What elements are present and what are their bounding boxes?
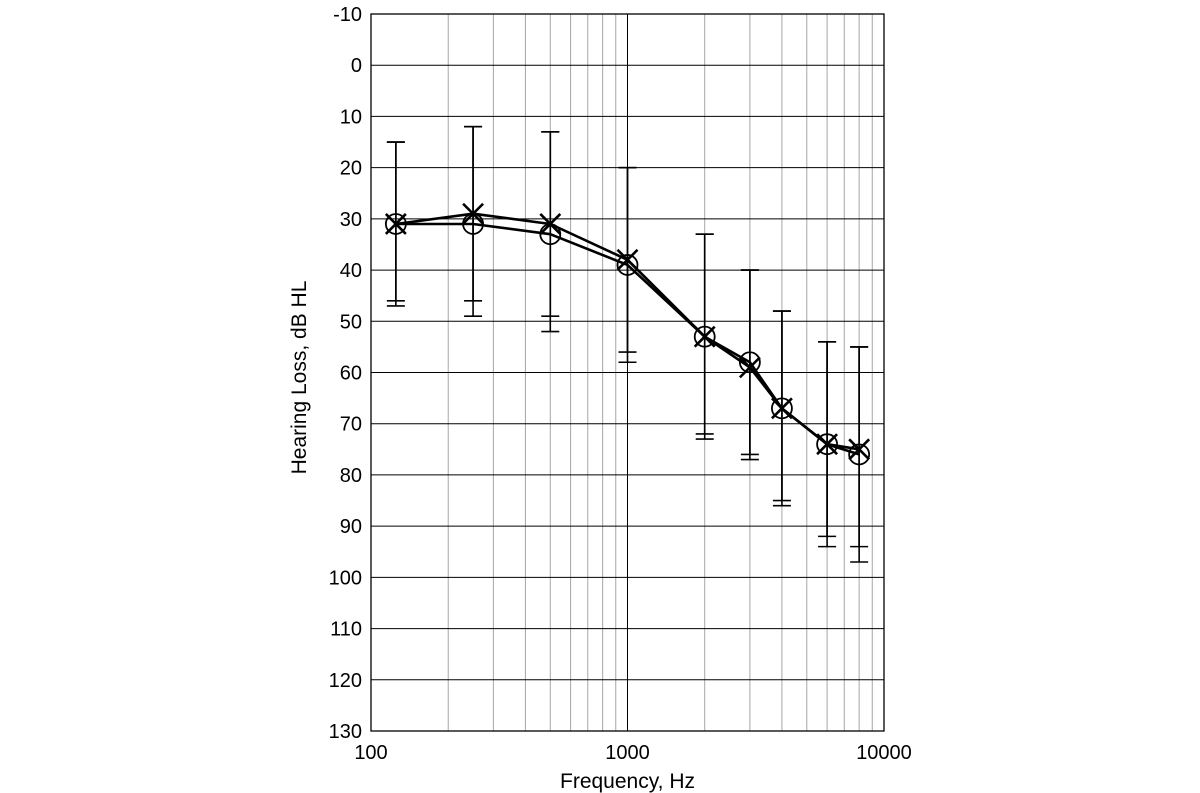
x-marker-stroke [848, 438, 871, 461]
x-tick-label: 100 [354, 742, 387, 764]
x-marker [616, 248, 639, 271]
x-marker [848, 438, 871, 461]
x-marker-stroke [693, 325, 716, 348]
x-marker [816, 433, 839, 456]
x-tick-label: 10000 [856, 742, 912, 764]
x-marker [693, 325, 716, 348]
y-tick-labels: -10 0 10 20 30 40 50 60 70 80 90 100 110 120 130 [329, 4, 362, 743]
plot-frame [370, 13, 885, 732]
y-tick-label: 60 [340, 363, 362, 385]
x-marker-stroke [738, 356, 761, 379]
x-marker [539, 213, 562, 235]
circle-marker [616, 254, 639, 276]
y-tick-label: 80 [340, 465, 362, 487]
x-axis-title: Frequency, Hz [560, 770, 695, 793]
x-marker [462, 202, 484, 225]
circle-marker [738, 351, 761, 374]
y-tick-label: 40 [340, 260, 362, 282]
circle-marker [771, 397, 793, 420]
y-tick-label: 110 [330, 619, 362, 641]
y-tick-label: -10 [333, 4, 362, 26]
circle-marker [693, 325, 716, 348]
x-marker [771, 397, 793, 420]
x-marker [384, 213, 407, 235]
y-tick-label: 120 [329, 670, 362, 692]
y-tick-label: 20 [340, 158, 362, 180]
y-tick-label: 10 [340, 106, 362, 128]
x-tick-label: 1000 [605, 742, 650, 764]
y-tick-label: 30 [340, 209, 362, 231]
x-marker-stroke [771, 397, 793, 420]
circle-marker [384, 213, 407, 235]
y-tick-label: 50 [340, 311, 362, 333]
x-marker-stroke [462, 202, 484, 225]
y-tick-label: 130 [329, 721, 362, 743]
x-tick-labels: 100 1000 10000 [354, 742, 912, 764]
x-marker-stroke [616, 248, 639, 271]
y-tick-label: 100 [329, 567, 362, 589]
y-axis-title: Hearing Loss, dB HL [288, 281, 311, 475]
y-tick-label: 70 [340, 414, 362, 436]
markers [384, 202, 871, 466]
y-tick-label: 90 [340, 516, 362, 538]
x-marker-stroke [384, 213, 407, 235]
circle-marker [848, 443, 871, 466]
x-marker-stroke [816, 433, 839, 456]
y-tick-label: 0 [351, 55, 362, 77]
x-marker-stroke [539, 213, 562, 235]
x-marker [738, 356, 761, 379]
circle-marker [816, 433, 838, 456]
